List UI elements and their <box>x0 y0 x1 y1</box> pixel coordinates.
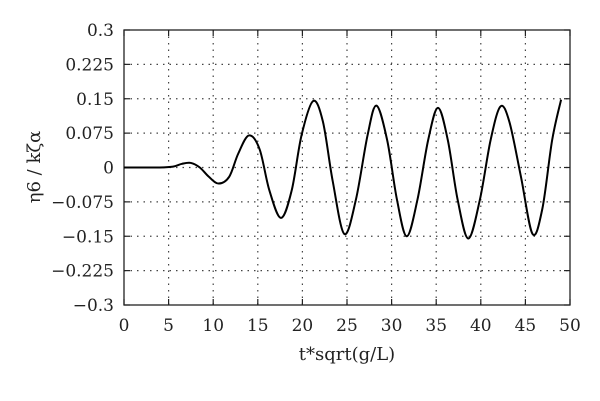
y-tick-label: 0 <box>103 159 114 179</box>
x-tick-label: 40 <box>470 316 492 336</box>
x-tick-label: 20 <box>292 316 314 336</box>
x-tick-label: 30 <box>381 316 403 336</box>
y-tick-label: 0.075 <box>65 124 114 144</box>
y-tick-label: −0.075 <box>51 193 114 213</box>
x-tick-label: 25 <box>336 316 358 336</box>
y-tick-label: −0.225 <box>51 262 114 282</box>
x-tick-label: 0 <box>119 316 130 336</box>
x-tick-label: 5 <box>163 316 174 336</box>
y-tick-label: −0.3 <box>73 296 114 316</box>
y-axis-label: η6 / kζα <box>24 131 45 204</box>
y-tick-label: 0.225 <box>65 55 114 75</box>
x-tick-label: 15 <box>247 316 269 336</box>
x-tick-label: 10 <box>202 316 224 336</box>
y-tick-label: −0.15 <box>62 227 114 247</box>
y-tick-label: 0.15 <box>76 90 114 110</box>
x-tick-label: 35 <box>425 316 447 336</box>
y-tick-labels: 0.3 0.225 0.15 0.075 0 −0.075 −0.15 −0.225 −0.3 <box>51 21 114 316</box>
series-line <box>124 99 563 240</box>
x-axis-label: t*sqrt(g/L) <box>299 344 395 365</box>
grid <box>124 30 570 305</box>
x-tick-label: 50 <box>559 316 581 336</box>
y-tick-label: 0.3 <box>87 21 114 41</box>
ticks <box>123 29 571 306</box>
x-tick-label: 45 <box>515 316 537 336</box>
x-tick-labels: 0 5 10 15 20 25 30 35 40 45 50 <box>119 316 581 336</box>
